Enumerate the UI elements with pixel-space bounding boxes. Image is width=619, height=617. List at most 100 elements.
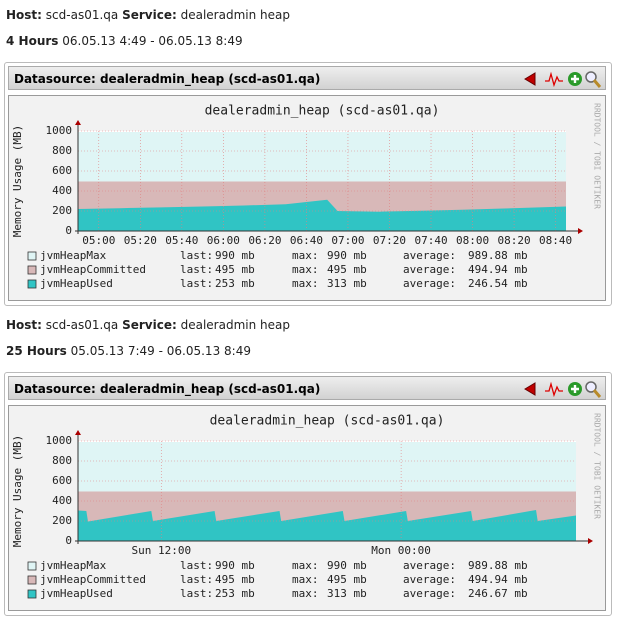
- legend-stat-label: max:: [292, 249, 319, 262]
- axis-arrow: [578, 228, 583, 234]
- x-tick-label: 05:40: [165, 234, 198, 247]
- legend-swatch: [27, 589, 37, 599]
- icon-add-plus: [571, 385, 579, 393]
- host-line: Host: scd-as01.qa Service: dealeradmin h…: [6, 8, 290, 22]
- y-tick-label: 400: [52, 494, 72, 507]
- datasource-header: Datasource: dealeradmin_heap (scd-as01.q…: [8, 66, 606, 90]
- x-tick-label: Mon 00:00: [371, 544, 431, 557]
- icon-zoom[interactable]: [585, 381, 597, 393]
- x-tick-label: 05:20: [124, 234, 157, 247]
- legend-stat-label: last:: [180, 249, 213, 262]
- range-line: 25 Hours 05.05.13 7:49 - 06.05.13 8:49: [6, 344, 251, 358]
- legend-stat-value: 990 mb: [327, 249, 367, 262]
- y-axis-label: Memory Usage (MB): [11, 435, 24, 548]
- service-label: Service:: [122, 8, 177, 22]
- legend-stat-label: max:: [292, 559, 319, 572]
- range-label: 4 Hours: [6, 34, 59, 48]
- legend-stat-value: 989.88 mb: [468, 559, 528, 572]
- y-tick-label: 0: [65, 534, 72, 547]
- icons: [524, 71, 602, 88]
- range: 06.05.13 4:49 - 06.05.13 8:49: [62, 34, 243, 48]
- legend-stat-label: max:: [292, 263, 319, 276]
- legend-swatch: [27, 279, 37, 289]
- datasource-box: Datasource: dealeradmin_heap (scd-as01.q…: [4, 372, 612, 616]
- legend-swatch: [27, 575, 37, 585]
- legend-stat-value: 313 mb: [327, 277, 367, 290]
- watermark: RRDTOOL / TOBI OETIKER: [593, 413, 602, 519]
- host-line: Host: scd-as01.qa Service: dealeradmin h…: [6, 318, 290, 332]
- x-tick-label: Sun 12:00: [131, 544, 191, 557]
- legend-stat-label: average:: [403, 277, 456, 290]
- legend-stat-value: 494.94 mb: [468, 263, 528, 276]
- icon-zoom-handle: [592, 389, 602, 398]
- service: dealeradmin heap: [180, 318, 290, 332]
- legend-stat-value: 495 mb: [215, 573, 255, 586]
- y-tick-label: 400: [52, 184, 72, 197]
- legend-stat-value: 494.94 mb: [468, 573, 528, 586]
- icons: [524, 381, 602, 398]
- legend-stat-value: 246.54 mb: [468, 277, 528, 290]
- service: dealeradmin heap: [180, 8, 290, 22]
- legend-stat-label: last:: [180, 277, 213, 290]
- legend-stat-value: 495 mb: [215, 263, 255, 276]
- icon-pulse: [545, 71, 563, 88]
- icon-zoom-handle: [592, 79, 602, 88]
- legend-stat-label: last:: [180, 587, 213, 600]
- host: scd-as01.qa: [45, 8, 119, 22]
- x-tick-label: 06:20: [248, 234, 281, 247]
- x-tick-label: 05:00: [82, 234, 115, 247]
- y-tick-label: 0: [65, 224, 72, 237]
- y-axis-label: Memory Usage (MB): [11, 125, 24, 238]
- icon-horn: [524, 382, 536, 396]
- x-tick-label: 08:20: [498, 234, 531, 247]
- legend-stat-label: max:: [292, 573, 319, 586]
- chart-title: dealeradmin_heap (scd-as01.qa): [205, 104, 440, 119]
- legend-stat-value: 313 mb: [327, 587, 367, 600]
- legend-stat-label: max:: [292, 277, 319, 290]
- legend-stat-label: average:: [403, 249, 456, 262]
- icon-add-plus: [571, 75, 579, 83]
- y-tick-label: 800: [52, 144, 72, 157]
- x-tick-label: 06:40: [290, 234, 323, 247]
- datasource-box: Datasource: dealeradmin_heap (scd-as01.q…: [4, 62, 612, 306]
- icon-horn: [524, 72, 536, 86]
- legend-swatch: [27, 265, 37, 275]
- y-tick-label: 1000: [46, 434, 73, 447]
- range: 05.05.13 7:49 - 06.05.13 8:49: [70, 344, 251, 358]
- legend-stat-label: average:: [403, 587, 456, 600]
- range-label: 25 Hours: [6, 344, 67, 358]
- host-label: Host:: [6, 318, 42, 332]
- icon-zoom[interactable]: [585, 71, 597, 83]
- y-tick-label: 600: [52, 164, 72, 177]
- host: scd-as01.qa: [45, 318, 119, 332]
- chart-title: dealeradmin_heap (scd-as01.qa): [210, 414, 445, 429]
- legend-name: jvmHeapMax: [40, 249, 107, 262]
- y-tick-label: 600: [52, 474, 72, 487]
- legend-stat-value: 495 mb: [327, 263, 367, 276]
- area: [78, 510, 576, 541]
- area: [78, 199, 566, 231]
- chart: dealeradmin_heap (scd-as01.qa) Memory Usa…: [8, 405, 606, 611]
- y-tick-label: 200: [52, 204, 72, 217]
- x-tick-label: 07:20: [373, 234, 406, 247]
- legend-stat-value: 990 mb: [215, 559, 255, 572]
- x-tick-label: 06:00: [207, 234, 240, 247]
- legend-name: jvmHeapUsed: [40, 277, 113, 290]
- legend-stat-value: 990 mb: [215, 249, 255, 262]
- legend-swatch: [27, 251, 37, 261]
- legend-stat-value: 989.88 mb: [468, 249, 528, 262]
- legend-stat-label: last:: [180, 559, 213, 572]
- legend-stat-value: 495 mb: [327, 573, 367, 586]
- service-label: Service:: [122, 318, 177, 332]
- host-label: Host:: [6, 8, 42, 22]
- legend-name: jvmHeapUsed: [40, 587, 113, 600]
- y-tick-label: 1000: [46, 124, 73, 137]
- x-tick-label: 08:40: [539, 234, 572, 247]
- x-tick-label: 07:40: [414, 234, 447, 247]
- datasource-header: Datasource: dealeradmin_heap (scd-as01.q…: [8, 376, 606, 400]
- legend-stat-label: last:: [180, 573, 213, 586]
- legend-stat-label: average:: [403, 559, 456, 572]
- x-tick-label: 07:00: [331, 234, 364, 247]
- legend-stat-value: 990 mb: [327, 559, 367, 572]
